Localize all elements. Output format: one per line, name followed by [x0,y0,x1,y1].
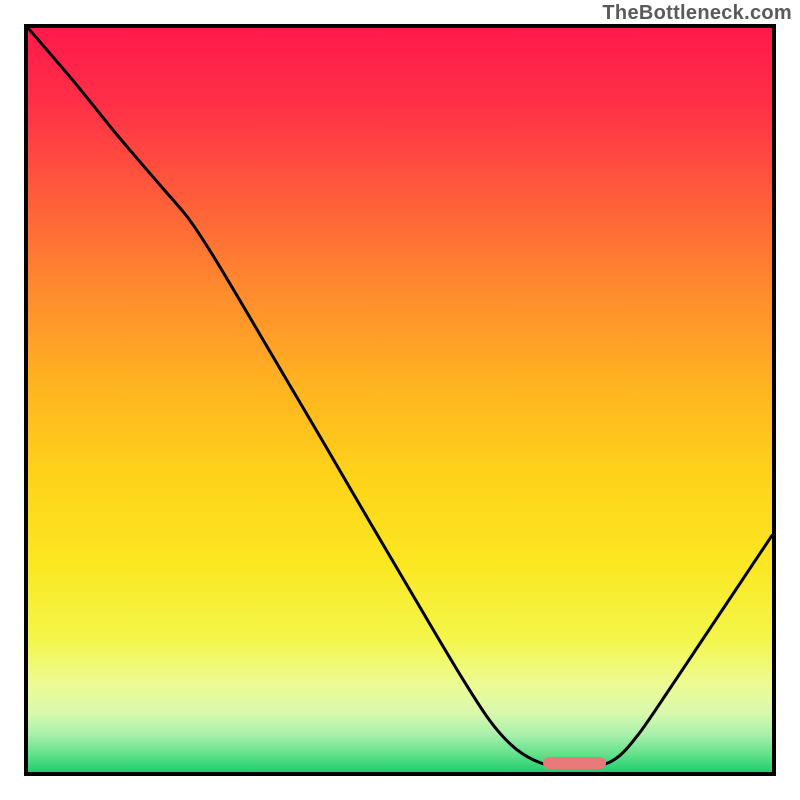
watermark-text: TheBottleneck.com [602,2,792,25]
chart-frame [24,24,776,776]
highlight-marker [543,757,606,769]
background-gradient [28,28,772,772]
plot-area [28,28,772,772]
